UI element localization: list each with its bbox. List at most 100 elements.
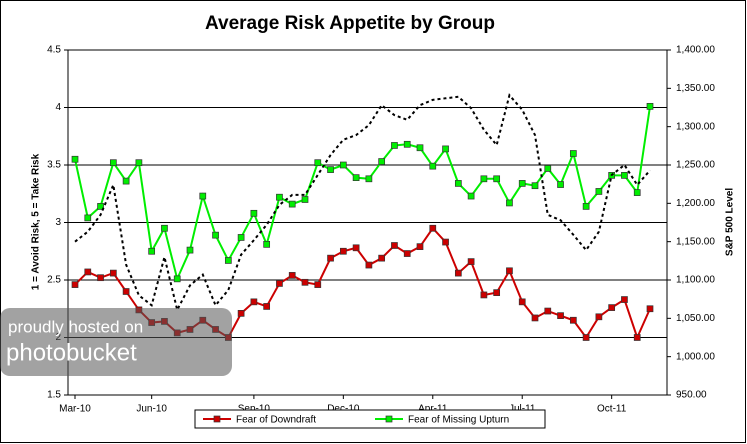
marker bbox=[608, 304, 616, 311]
marker bbox=[378, 254, 386, 262]
marker bbox=[135, 159, 143, 167]
chart-title: Average Risk Appetite by Group bbox=[205, 13, 495, 34]
y-tick-label: 1.5 bbox=[47, 390, 61, 401]
marker bbox=[429, 224, 437, 232]
marker bbox=[391, 242, 398, 249]
marker bbox=[518, 298, 526, 306]
marker bbox=[595, 188, 603, 195]
marker bbox=[391, 142, 398, 149]
y-tick-label: 2.5 bbox=[47, 275, 61, 286]
marker bbox=[416, 243, 424, 250]
x-tick-label: Jul-11 bbox=[509, 404, 536, 415]
marker bbox=[621, 172, 628, 179]
watermark: proudly hosted on photobucket bbox=[0, 308, 232, 376]
marker bbox=[288, 272, 296, 279]
marker bbox=[621, 296, 628, 303]
legend-box bbox=[194, 409, 546, 429]
marker bbox=[454, 180, 462, 187]
marker bbox=[97, 274, 104, 282]
marker bbox=[263, 241, 271, 248]
marker bbox=[71, 155, 79, 163]
marker bbox=[467, 258, 475, 265]
marker bbox=[557, 181, 564, 188]
y2-tick-label: 1,300.00 bbox=[676, 121, 715, 132]
y2-tick-label: 1,150.00 bbox=[676, 236, 715, 247]
marker bbox=[301, 278, 309, 286]
marker bbox=[314, 159, 322, 167]
marker bbox=[429, 162, 437, 170]
marker bbox=[122, 177, 130, 185]
marker bbox=[595, 313, 603, 321]
marker bbox=[237, 310, 245, 317]
marker bbox=[557, 312, 564, 319]
marker bbox=[263, 303, 271, 310]
marker bbox=[109, 269, 117, 277]
marker bbox=[518, 180, 526, 187]
marker bbox=[454, 269, 462, 277]
marker bbox=[212, 231, 219, 239]
y2-tick-label: 950.00 bbox=[676, 390, 707, 401]
marker bbox=[327, 254, 334, 262]
x-tick-label: Sep-10 bbox=[238, 404, 271, 415]
marker bbox=[199, 192, 207, 200]
marker bbox=[186, 246, 194, 254]
x-tick-label: Dec-10 bbox=[327, 404, 360, 415]
marker bbox=[84, 268, 92, 276]
y-axis-title: 1 = Avoid Risk, 5 = Take Risk bbox=[31, 153, 42, 290]
marker bbox=[442, 238, 449, 246]
watermark-box bbox=[0, 308, 232, 376]
marker bbox=[442, 145, 449, 153]
marker bbox=[569, 316, 577, 324]
marker bbox=[480, 291, 488, 299]
marker bbox=[582, 203, 590, 210]
watermark-line2: photobucket bbox=[6, 339, 137, 366]
marker bbox=[633, 189, 641, 196]
series-line bbox=[74, 106, 651, 282]
y2-tick-label: 1,250.00 bbox=[676, 160, 715, 171]
y-tick-label: 3 bbox=[55, 217, 61, 228]
series-line bbox=[74, 93, 651, 313]
marker bbox=[544, 307, 552, 315]
marker bbox=[582, 334, 590, 341]
marker bbox=[314, 281, 322, 288]
marker bbox=[633, 334, 641, 341]
marker bbox=[237, 234, 245, 241]
y2-tick-label: 1,200.00 bbox=[676, 198, 715, 209]
marker bbox=[148, 247, 156, 255]
marker bbox=[365, 175, 373, 183]
marker bbox=[250, 209, 258, 217]
y-tick-label: 4 bbox=[55, 102, 61, 113]
marker bbox=[84, 214, 92, 222]
marker bbox=[352, 244, 360, 252]
marker bbox=[403, 140, 411, 148]
marker bbox=[71, 281, 79, 288]
legend-label: Fear of Missing Upturn bbox=[408, 415, 509, 426]
x-tick-label: Apr-11 bbox=[418, 404, 448, 415]
marker bbox=[403, 250, 411, 257]
x-tick-label: Oct-11 bbox=[597, 404, 627, 415]
marker bbox=[646, 305, 654, 313]
y2-tick-label: 1,000.00 bbox=[676, 351, 715, 362]
marker bbox=[250, 298, 258, 306]
marker bbox=[506, 199, 513, 207]
marker bbox=[161, 224, 168, 232]
legend-marker bbox=[213, 415, 221, 423]
marker bbox=[378, 158, 386, 165]
marker bbox=[339, 161, 347, 169]
x-tick-label: Mar-10 bbox=[59, 404, 91, 415]
marker bbox=[109, 159, 117, 167]
marker bbox=[506, 267, 513, 275]
y2-tick-label: 1,050.00 bbox=[676, 313, 715, 324]
marker bbox=[480, 175, 488, 183]
marker bbox=[493, 175, 501, 183]
marker bbox=[173, 275, 181, 283]
watermark-line1: proudly hosted on bbox=[8, 317, 143, 336]
marker bbox=[467, 192, 475, 200]
legend-marker bbox=[385, 415, 393, 423]
marker bbox=[544, 165, 552, 172]
x-tick-label: Jun-10 bbox=[136, 404, 167, 415]
marker bbox=[416, 144, 424, 152]
y-tick-label: 3.5 bbox=[47, 160, 61, 171]
marker bbox=[288, 200, 296, 208]
